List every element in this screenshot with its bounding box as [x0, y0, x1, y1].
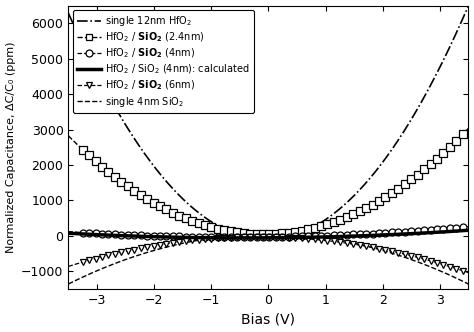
- X-axis label: Bias (V): Bias (V): [241, 312, 295, 326]
- Legend: single 12nm HfO$_2$, HfO$_2$ / $\mathbf{SiO_2}$ (2.4nm), HfO$_2$ / $\mathbf{SiO_: single 12nm HfO$_2$, HfO$_2$ / $\mathbf{…: [73, 10, 254, 113]
- Y-axis label: Normalized Capacitance, ΔC/C₀ (ppm): Normalized Capacitance, ΔC/C₀ (ppm): [6, 42, 16, 253]
